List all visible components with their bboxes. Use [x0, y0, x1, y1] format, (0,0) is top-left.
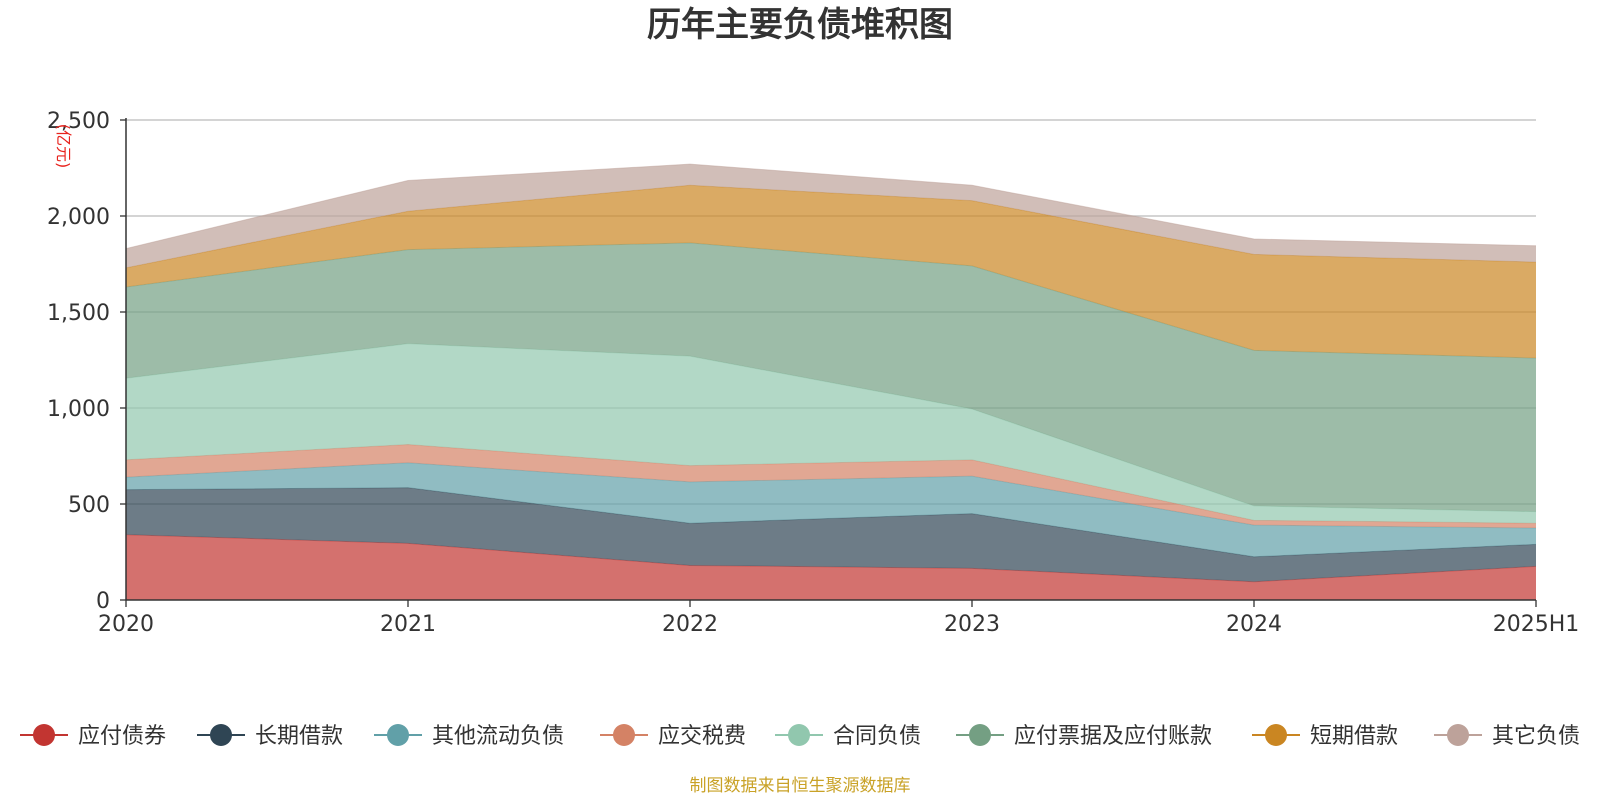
legend[interactable]: 应付债券 长期借款 其他流动负债 应交税费 合同负债 应付票据及应付账款 短期借款 其它负债	[20, 724, 1580, 749]
legend-circle-icon	[613, 724, 635, 746]
x-tick-label: 2025H1	[1493, 612, 1580, 637]
x-tick-label: 2021	[380, 612, 436, 637]
area-其它负债[interactable]	[126, 164, 1536, 268]
axes: 0 500 1,000 1,500 2,000 2,500 2020 2021 2022 2023…	[47, 109, 1579, 637]
x-tick-label: 2023	[944, 612, 1000, 637]
legend-label: 其它负债	[1492, 724, 1580, 749]
y-tick-label: 2,000	[47, 205, 110, 230]
y-tick-label: 1,500	[47, 301, 110, 326]
legend-item-长期借款[interactable]: 长期借款	[197, 724, 343, 749]
legend-label: 应付票据及应付账款	[1014, 724, 1212, 749]
y-tick-label: 0	[96, 589, 110, 614]
area-短期借款[interactable]	[126, 185, 1536, 359]
legend-item-应付债券[interactable]: 应付债券	[20, 724, 166, 749]
legend-label: 其他流动负债	[432, 724, 564, 749]
area-长期借款[interactable]	[126, 487, 1536, 582]
legend-circle-icon	[1447, 724, 1469, 746]
area-应交税费[interactable]	[126, 444, 1536, 528]
legend-label: 应交税费	[658, 724, 746, 749]
legend-item-其它负债[interactable]: 其它负债	[1434, 724, 1580, 749]
y-axis-unit: (亿元)	[54, 124, 73, 169]
legend-circle-icon	[33, 724, 55, 746]
x-tick-label: 2024	[1226, 612, 1282, 637]
x-tick-label: 2022	[662, 612, 718, 637]
legend-label: 短期借款	[1310, 724, 1398, 749]
legend-circle-icon	[969, 724, 991, 746]
y-tick-label: 1,000	[47, 397, 110, 422]
legend-circle-icon	[788, 724, 810, 746]
area-edge-其它负债	[125, 163, 1537, 250]
legend-label: 合同负债	[833, 724, 921, 749]
area-其他流动负债[interactable]	[126, 462, 1536, 557]
legend-circle-icon	[387, 724, 409, 746]
legend-item-合同负债[interactable]: 合同负债	[775, 724, 921, 749]
source-note: 制图数据来自恒生聚源数据库	[690, 776, 911, 796]
x-tick-label: 2020	[98, 612, 154, 637]
legend-item-应交税费[interactable]: 应交税费	[600, 724, 746, 749]
chart-title: 历年主要负债堆积图	[647, 5, 953, 45]
legend-item-短期借款[interactable]: 短期借款	[1252, 724, 1398, 749]
area-合同负债[interactable]	[126, 343, 1536, 524]
legend-item-应付票据及应付账款[interactable]: 应付票据及应付账款	[956, 724, 1212, 749]
legend-label: 应付债券	[78, 724, 166, 749]
area-应付票据及应付账款[interactable]	[126, 242, 1536, 512]
legend-circle-icon	[210, 724, 232, 746]
y-tick-label: 500	[68, 493, 110, 518]
legend-item-其他流动负债[interactable]: 其他流动负债	[374, 724, 564, 749]
area-series	[125, 163, 1537, 600]
y-tick-label: 2,500	[47, 109, 110, 134]
legend-circle-icon	[1265, 724, 1287, 746]
legend-label: 长期借款	[255, 724, 343, 749]
